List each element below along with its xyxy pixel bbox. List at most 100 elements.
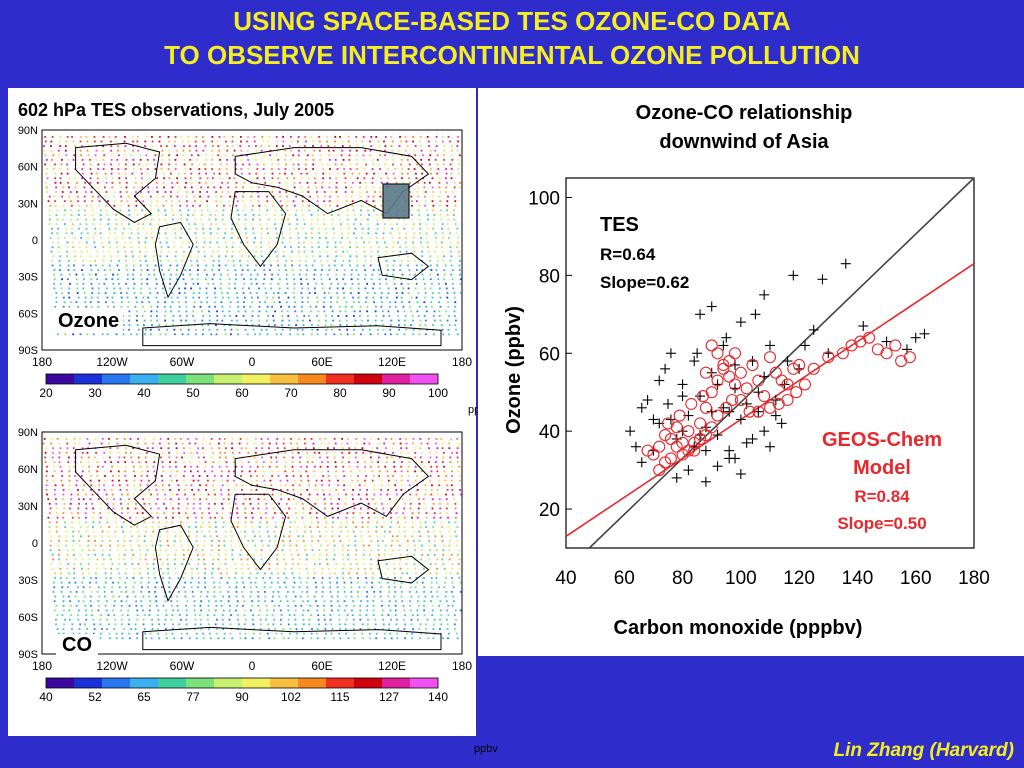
map-data-dot (372, 186, 374, 189)
map-data-dot (151, 623, 154, 626)
map-data-dot (189, 158, 191, 161)
map-data-dot (81, 145, 83, 147)
map-data-dot (59, 442, 61, 445)
map-data-dot (347, 232, 350, 235)
map-data-dot (73, 572, 76, 575)
map-data-dot (264, 287, 267, 290)
map-data-dot (274, 526, 277, 528)
map-data-dot (403, 507, 406, 510)
map-data-dot (140, 191, 142, 193)
map-data-dot (168, 140, 170, 143)
map-data-dot (270, 572, 273, 575)
map-data-dot (336, 296, 339, 299)
map-data-dot (339, 628, 342, 630)
map-data-dot (256, 273, 259, 276)
map-data-dot (170, 195, 172, 198)
map-data-dot (158, 218, 160, 221)
map-data-dot (296, 319, 299, 322)
map-data-dot (211, 177, 214, 180)
map-data-dot (213, 591, 216, 593)
map-data-dot (140, 591, 143, 593)
map-data-dot (141, 209, 144, 212)
map-data-dot (340, 246, 343, 248)
map-data-dot (53, 470, 56, 473)
map-data-dot (342, 250, 344, 253)
map-data-dot (305, 264, 308, 267)
map-data-dot (52, 241, 54, 244)
map-data-dot (339, 324, 342, 327)
map-data-dot (352, 628, 355, 630)
map-data-dot (367, 507, 370, 510)
map-data-dot (310, 232, 313, 235)
map-data-dot (297, 136, 300, 138)
map-data-dot (120, 200, 123, 203)
map-data-dot (271, 168, 273, 170)
map-data-dot (272, 292, 275, 294)
map-data-dot (111, 465, 113, 468)
map-data-dot (300, 479, 303, 482)
map-data-dot (281, 324, 283, 327)
map-data-dot (445, 310, 448, 313)
map-data-dot (224, 451, 227, 454)
map-data-dot (212, 282, 215, 285)
map-data-dot (64, 237, 66, 239)
map-data-dot (231, 549, 234, 552)
map-data-dot (432, 628, 435, 630)
map-data-dot (225, 168, 228, 170)
map-data-dot (53, 461, 56, 463)
map-data-dot (383, 149, 386, 152)
map-data-dot (287, 516, 290, 519)
map-data-dot (267, 140, 270, 143)
map-data-dot (311, 549, 314, 552)
map-data-dot (246, 140, 248, 143)
map-data-dot (346, 549, 349, 552)
map-data-dot (217, 250, 219, 253)
map-data-dot (136, 526, 139, 528)
map-data-dot (385, 282, 388, 285)
map-data-dot (423, 591, 426, 593)
map-data-dot (210, 438, 213, 440)
map-data-dot (364, 470, 367, 473)
map-data-dot (182, 577, 185, 579)
map-data-dot (423, 600, 426, 603)
map-data-dot (230, 507, 233, 510)
map-data-dot (167, 246, 170, 248)
map-data-dot (277, 177, 280, 180)
map-data-dot (89, 581, 91, 584)
map-data-dot (179, 136, 182, 138)
map-data-dot (328, 158, 331, 161)
map-data-dot (222, 498, 225, 501)
map-data-dot (327, 145, 330, 147)
map-data-dot (385, 250, 387, 253)
map-data-dot (78, 521, 80, 524)
map-data-dot (224, 456, 227, 459)
map-data-dot (95, 149, 98, 152)
map-data-dot (119, 287, 122, 290)
map-data-dot (278, 278, 281, 281)
map-data-dot (179, 526, 182, 528)
map-data-dot (203, 544, 206, 547)
map-data-dot (82, 586, 85, 589)
map-data-dot (148, 614, 151, 616)
map-data-dot (107, 305, 109, 308)
map-data-dot (324, 319, 327, 322)
map-data-dot (344, 181, 347, 184)
map-data-dot (318, 232, 321, 235)
map-data-dot (68, 282, 71, 285)
map-data-dot (365, 577, 368, 579)
map-data-dot (296, 333, 299, 336)
map-data-dot (280, 526, 283, 528)
map-data-dot (68, 177, 71, 180)
map-data-dot (427, 246, 429, 248)
map-data-dot (141, 186, 144, 189)
map-data-dot (404, 623, 407, 626)
map-data-dot (321, 484, 323, 487)
map-data-dot (329, 489, 332, 491)
map-data-dot (206, 177, 209, 180)
map-data-dot (419, 526, 422, 528)
map-data-dot (220, 604, 223, 607)
map-data-dot (303, 241, 305, 244)
map-data-dot (277, 581, 280, 584)
map-data-dot (347, 136, 350, 138)
map-data-dot (183, 250, 185, 253)
